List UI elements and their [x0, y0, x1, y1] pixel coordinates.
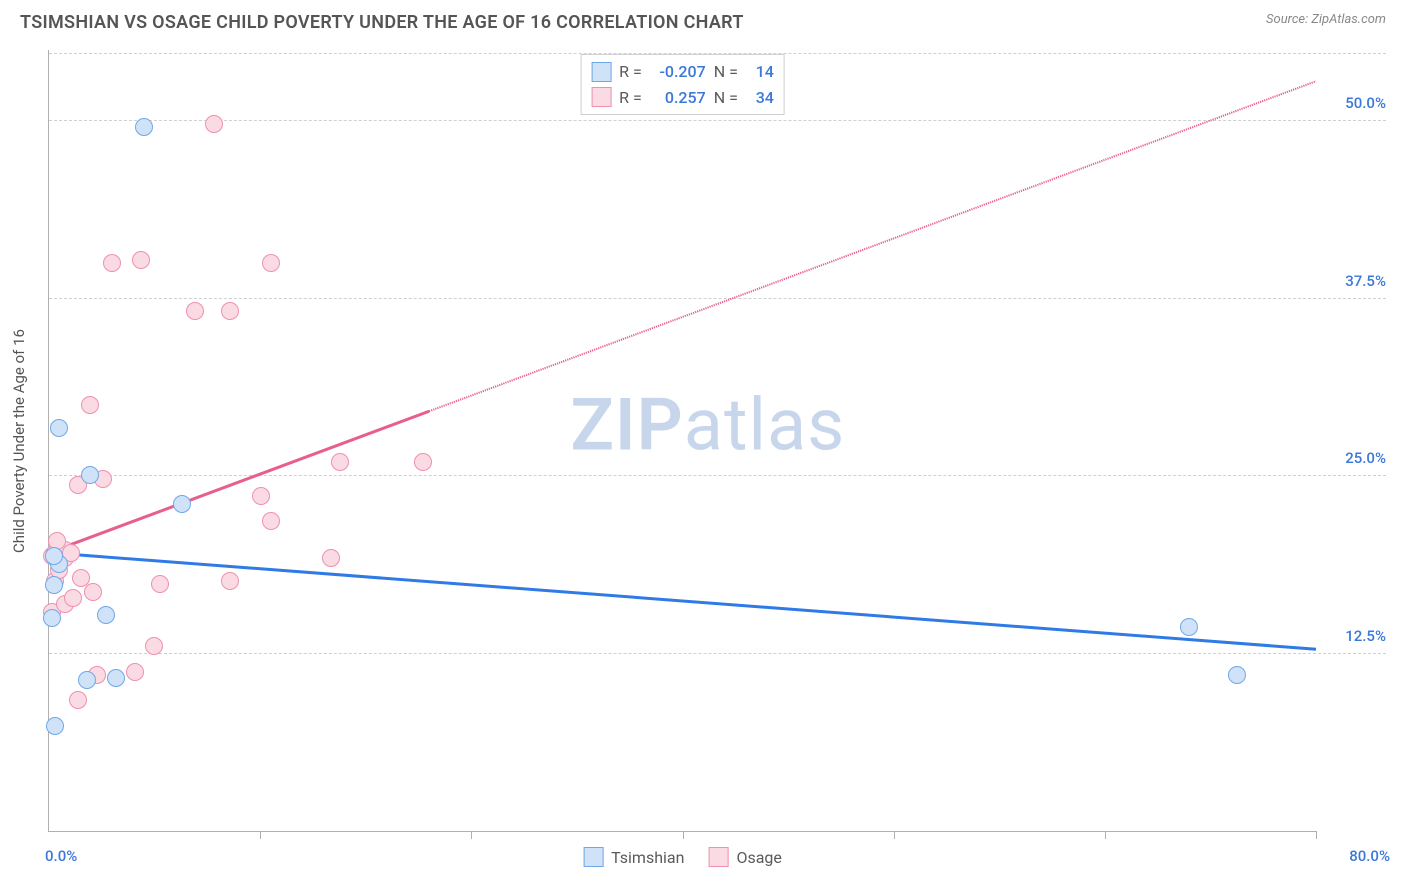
y-tick-label: 50.0%	[1326, 94, 1386, 112]
scatter-point-osage	[252, 487, 270, 505]
swatch-osage	[591, 87, 611, 107]
legend-swatch-osage	[708, 847, 728, 867]
x-axis-min-label: 0.0%	[45, 847, 77, 865]
x-tick	[1316, 831, 1317, 839]
stats-row-tsimshian: R = -0.207 N = 14	[591, 59, 774, 85]
chart-plot-area: Child Poverty Under the Age of 16 12.5%2…	[48, 50, 1316, 832]
legend-label-tsimshian: Tsimshian	[611, 848, 684, 867]
scatter-point-tsimshian	[45, 547, 63, 565]
x-tick	[683, 831, 684, 839]
x-tick	[260, 831, 261, 839]
scatter-point-tsimshian	[46, 717, 64, 735]
scatter-point-tsimshian	[43, 609, 61, 627]
scatter-point-tsimshian	[107, 669, 125, 687]
trend-lines-svg	[49, 50, 1316, 831]
r-value-tsimshian: -0.207	[650, 59, 706, 85]
stats-row-osage: R = 0.257 N = 34	[591, 85, 774, 111]
x-tick	[894, 831, 895, 839]
legend-item-tsimshian: Tsimshian	[583, 847, 684, 867]
r-label: R =	[619, 59, 642, 85]
scatter-point-osage	[205, 115, 223, 133]
scatter-point-osage	[64, 589, 82, 607]
y-tick-label: 25.0%	[1326, 449, 1386, 467]
scatter-point-tsimshian	[1228, 666, 1246, 684]
scatter-point-osage	[151, 575, 169, 593]
scatter-point-osage	[331, 453, 349, 471]
scatter-point-osage	[72, 569, 90, 587]
scatter-point-osage	[81, 396, 99, 414]
scatter-point-tsimshian	[45, 576, 63, 594]
scatter-point-osage	[145, 637, 163, 655]
scatter-point-tsimshian	[78, 671, 96, 689]
scatter-point-osage	[414, 453, 432, 471]
y-tick-label: 37.5%	[1326, 272, 1386, 290]
scatter-point-osage	[262, 512, 280, 530]
scatter-point-tsimshian	[81, 466, 99, 484]
x-tick	[471, 831, 472, 839]
scatter-point-osage	[103, 254, 121, 272]
scatter-point-osage	[132, 251, 150, 269]
r-value-osage: 0.257	[650, 85, 706, 111]
n-label: N =	[714, 85, 738, 111]
scatter-point-tsimshian	[50, 419, 68, 437]
legend-item-osage: Osage	[708, 847, 781, 867]
correlation-stats-box: R = -0.207 N = 14 R = 0.257 N = 34	[580, 54, 785, 115]
y-tick-label: 12.5%	[1326, 627, 1386, 645]
r-label: R =	[619, 85, 642, 111]
y-axis-title: Child Poverty Under the Age of 16	[10, 329, 28, 553]
source-attribution: Source: ZipAtlas.com	[1266, 12, 1386, 27]
trend-line	[429, 81, 1316, 411]
scatter-point-osage	[126, 663, 144, 681]
scatter-point-osage	[69, 691, 87, 709]
scatter-point-osage	[322, 549, 340, 567]
trend-line	[49, 553, 1316, 650]
scatter-point-osage	[221, 572, 239, 590]
scatter-point-tsimshian	[1180, 618, 1198, 636]
scatter-point-osage	[221, 302, 239, 320]
scatter-point-tsimshian	[135, 118, 153, 136]
swatch-tsimshian	[591, 62, 611, 82]
scatter-point-tsimshian	[173, 495, 191, 513]
x-axis-max-label: 80.0%	[1349, 847, 1390, 865]
n-value-tsimshian: 14	[746, 59, 774, 85]
scatter-point-tsimshian	[97, 606, 115, 624]
chart-title: TSIMSHIAN VS OSAGE CHILD POVERTY UNDER T…	[20, 12, 744, 33]
legend-label-osage: Osage	[736, 848, 781, 867]
scatter-point-osage	[186, 302, 204, 320]
n-value-osage: 34	[746, 85, 774, 111]
scatter-point-osage	[84, 583, 102, 601]
n-label: N =	[714, 59, 738, 85]
legend-swatch-tsimshian	[583, 847, 603, 867]
scatter-point-osage	[262, 254, 280, 272]
legend: Tsimshian Osage	[583, 847, 782, 867]
x-tick	[1105, 831, 1106, 839]
